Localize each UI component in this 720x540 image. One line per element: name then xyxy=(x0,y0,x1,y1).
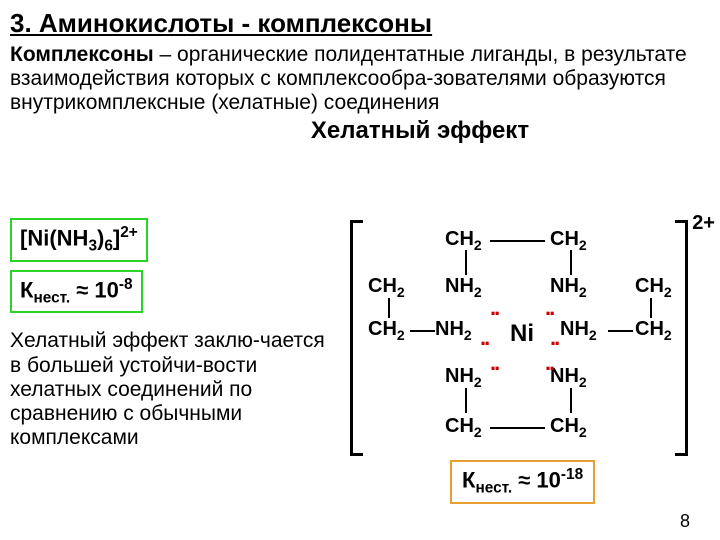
section-title: 3. Аминокислоты - комплексоны xyxy=(0,0,720,43)
complexon-term: Комплексоны xyxy=(10,43,154,66)
ni-ammonia-formula: [Ni(NH3)6]2+ xyxy=(10,218,148,262)
nh2-lower-left: NH2 xyxy=(445,365,482,390)
bond-r1 xyxy=(650,298,652,318)
ch2-bot-left: CH2 xyxy=(445,415,482,440)
lone-pair-br: .. xyxy=(545,350,553,376)
bond-ul-v xyxy=(465,250,467,275)
bond-ur-v xyxy=(570,250,572,275)
bond-bl-v xyxy=(465,388,467,413)
bond-r2 xyxy=(608,330,633,332)
nh2-upper-right: NH2 xyxy=(550,275,587,300)
lone-pair-bl: .. xyxy=(490,350,498,376)
complex-charge: 2+ xyxy=(692,212,715,235)
k-instability-2: Кнест. ≈ 10-18 xyxy=(450,460,595,504)
nh2-left: NH2 xyxy=(435,318,472,343)
ch2-bot-right: CH2 xyxy=(550,415,587,440)
lone-pair-r: .. xyxy=(550,325,558,351)
left-bracket xyxy=(350,220,363,456)
chelate-structure-diagram: 2+ Ni CH2 CH2 NH2 NH2 CH2 CH2 NH2 CH2 CH… xyxy=(350,220,710,480)
ch2-top-right: CH2 xyxy=(550,228,587,253)
bond-bot xyxy=(490,427,545,429)
k-instability-1: Кнест. ≈ 10-8 xyxy=(10,270,143,314)
ch2-top-left: CH2 xyxy=(445,228,482,253)
bond-top xyxy=(490,240,545,242)
chelate-effect-text: Хелатный эффект заклю-чается в большей у… xyxy=(10,329,340,450)
ch2-left-mid: CH2 xyxy=(368,318,405,343)
left-column: [Ni(NH3)6]2+ Кнест. ≈ 10-8 Хелатный эффе… xyxy=(10,218,340,450)
nh2-right: NH2 xyxy=(560,318,597,343)
ch2-right-top: CH2 xyxy=(635,275,672,300)
nh2-upper-left: NH2 xyxy=(445,275,482,300)
chelate-effect-title: Хелатный эффект xyxy=(120,117,720,145)
bond-br-v xyxy=(570,388,572,413)
ch2-right-mid: CH2 xyxy=(635,318,672,343)
nh2-lower-right: NH2 xyxy=(550,365,587,390)
page-number: 8 xyxy=(680,511,690,532)
bond-l2 xyxy=(410,330,435,332)
lone-pair-ur: .. xyxy=(545,295,553,321)
intro-paragraph: Комплексоны – органические полидентатные… xyxy=(0,43,720,115)
lone-pair-ul: .. xyxy=(490,295,498,321)
nickel-atom: Ni xyxy=(510,320,534,348)
bond-l1 xyxy=(388,298,390,318)
right-bracket xyxy=(675,220,688,456)
lone-pair-l: .. xyxy=(480,325,488,351)
ch2-left-top: CH2 xyxy=(368,275,405,300)
